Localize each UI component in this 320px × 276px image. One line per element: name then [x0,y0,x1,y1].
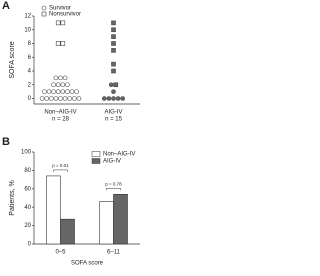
data-point [111,68,116,74]
data-point [111,27,116,33]
bar [113,194,128,245]
x-tick-label: 6–11 [107,250,121,256]
bar [99,201,114,245]
data-point [111,20,116,26]
data-point [55,41,61,46]
y-axis-label: SOFA score [9,41,16,78]
y-tick-label: 6 [28,55,32,61]
data-point [53,75,59,81]
y-tick-label: 8 [28,41,32,47]
data-point [111,96,116,101]
data-point [60,82,66,88]
legend-marker [41,5,47,11]
bar [60,218,75,245]
x-tick-label: AIG-IV [104,110,122,116]
data-point [62,96,68,101]
y-tick-label: 20 [24,223,31,229]
data-point [39,96,45,101]
legend-label: Nonsurvivor [49,12,81,18]
y-tick-label: 40 [24,205,31,211]
data-point [108,82,114,88]
data-point [111,34,116,39]
y-tick-label: 0 [28,96,32,102]
x-axis-label: SOFA score [71,261,104,267]
y-axis-label: Patients, % [9,180,16,215]
data-point [51,89,56,94]
data-point [65,82,70,88]
data-point [51,82,56,88]
data-point [76,96,82,101]
annotation-bracket [53,169,68,172]
legend-label: AIG-IV [103,159,121,165]
legend-marker [41,11,47,17]
annotation-bracket [106,188,121,191]
data-point [60,20,66,26]
data-point [60,89,66,94]
legend-swatch [91,151,101,157]
data-point [74,89,79,94]
y-tick-label: 0 [28,242,32,248]
data-point [111,48,116,53]
data-point [55,20,61,26]
x-tick-label: 0–5 [55,250,66,256]
annotation: p = 0.01 [52,163,69,168]
data-point [111,89,116,94]
annotation: p = 0.78 [105,182,122,187]
category-note: n = 15 [105,117,123,123]
category-note: n = 28 [52,117,70,123]
data-point [111,61,116,67]
y-tick-label: 4 [28,69,32,75]
panel-label: A [2,0,10,12]
legend-swatch [91,158,101,164]
data-point [58,75,63,81]
data-point [48,96,54,101]
data-point [58,96,63,101]
legend-label: Non–AIG-IV [103,152,135,158]
data-point [42,89,47,94]
y-tick-label: 60 [24,186,31,192]
data-point [55,89,61,94]
data-point [72,96,77,101]
data-point [113,82,119,88]
data-point [62,75,68,81]
bar [46,175,61,245]
data-point [55,82,61,88]
data-point [60,41,66,46]
y-tick-label: 12 [24,14,31,20]
y-tick-label: 10 [24,27,31,33]
data-point [102,96,107,101]
data-point [46,89,52,94]
legend-label: Survivor [49,6,71,12]
data-point [106,96,112,101]
y-tick-label: 2 [28,82,32,88]
y-tick-label: 80 [24,168,31,174]
data-point [120,96,125,101]
data-point [115,96,121,101]
x-tick-label: Non–AIG-IV [44,110,76,116]
data-point [67,96,72,101]
data-point [44,96,50,101]
y-tick-label: 100 [21,150,32,156]
data-point [65,89,70,94]
data-point [69,89,75,94]
data-point [111,41,116,46]
panel-label: B [2,136,10,148]
data-point [53,96,59,101]
